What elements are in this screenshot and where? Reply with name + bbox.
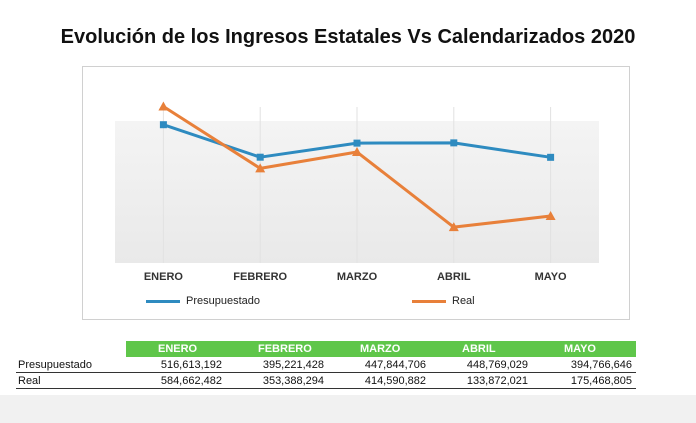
table-cell: 353,388,294 <box>226 372 328 389</box>
x-tick-label: ABRIL <box>437 271 471 283</box>
data-point-presupuestado <box>547 153 555 161</box>
x-tick-label: ENERO <box>144 271 184 283</box>
data-point-real <box>448 222 459 232</box>
table-cell: 584,662,482 <box>126 372 226 389</box>
table-cell: 133,872,021 <box>430 372 532 389</box>
legend-label-presupuestado: Presupuestado <box>186 295 260 307</box>
table-header-cell: ABRIL <box>430 341 532 357</box>
table-header-cell: FEBRERO <box>226 341 328 357</box>
table-header-cell: MAYO <box>532 341 636 357</box>
legend-item-presupuestado: Presupuestado <box>146 294 260 308</box>
legend-item-real: Real <box>412 294 475 308</box>
table-header-cell: MARZO <box>328 341 430 357</box>
legend-swatch-presupuestado <box>146 299 180 303</box>
data-point-presupuestado <box>159 121 167 129</box>
chart-title: Evolución de los Ingresos Estatales Vs C… <box>60 26 636 48</box>
x-tick-label: FEBRERO <box>233 271 287 283</box>
data-point-real <box>352 147 362 157</box>
data-point-real <box>255 163 266 173</box>
data-point-real <box>158 101 169 111</box>
table-row-label: Presupuestado <box>16 357 126 373</box>
chart-frame: ENERO FEBRERO MARZO ABRIL MAYO <box>82 66 630 320</box>
data-table: ENERO FEBRERO MARZO ABRIL MAYO Presupues… <box>16 341 636 389</box>
table-row: Real 584,662,482 353,388,294 414,590,882… <box>16 372 636 389</box>
x-tick-label: MAYO <box>535 271 567 283</box>
legend-swatch-real <box>412 299 446 303</box>
table-row-label: Real <box>16 372 126 389</box>
legend-label-real: Real <box>452 295 475 307</box>
table-header-cell: ENERO <box>126 341 226 357</box>
data-point-presupuestado <box>353 139 361 147</box>
table-cell: 447,844,706 <box>328 357 430 373</box>
table-cell: 414,590,882 <box>328 372 430 389</box>
data-point-real <box>545 211 556 221</box>
table-cell: 448,769,029 <box>430 357 532 373</box>
table-header-row: ENERO FEBRERO MARZO ABRIL MAYO <box>16 341 636 357</box>
x-tick-label: MARZO <box>337 271 378 283</box>
data-point-presupuestado <box>256 153 264 161</box>
table-cell: 516,613,192 <box>126 357 226 373</box>
table-corner <box>16 341 126 357</box>
bottom-band <box>0 395 696 423</box>
table-cell: 395,221,428 <box>226 357 328 373</box>
table-row: Presupuestado 516,613,192 395,221,428 44… <box>16 357 636 373</box>
data-point-presupuestado <box>450 139 458 147</box>
line-chart: ENERO FEBRERO MARZO ABRIL MAYO <box>115 101 599 283</box>
table-cell: 175,468,805 <box>532 372 636 389</box>
table-cell: 394,766,646 <box>532 357 636 373</box>
